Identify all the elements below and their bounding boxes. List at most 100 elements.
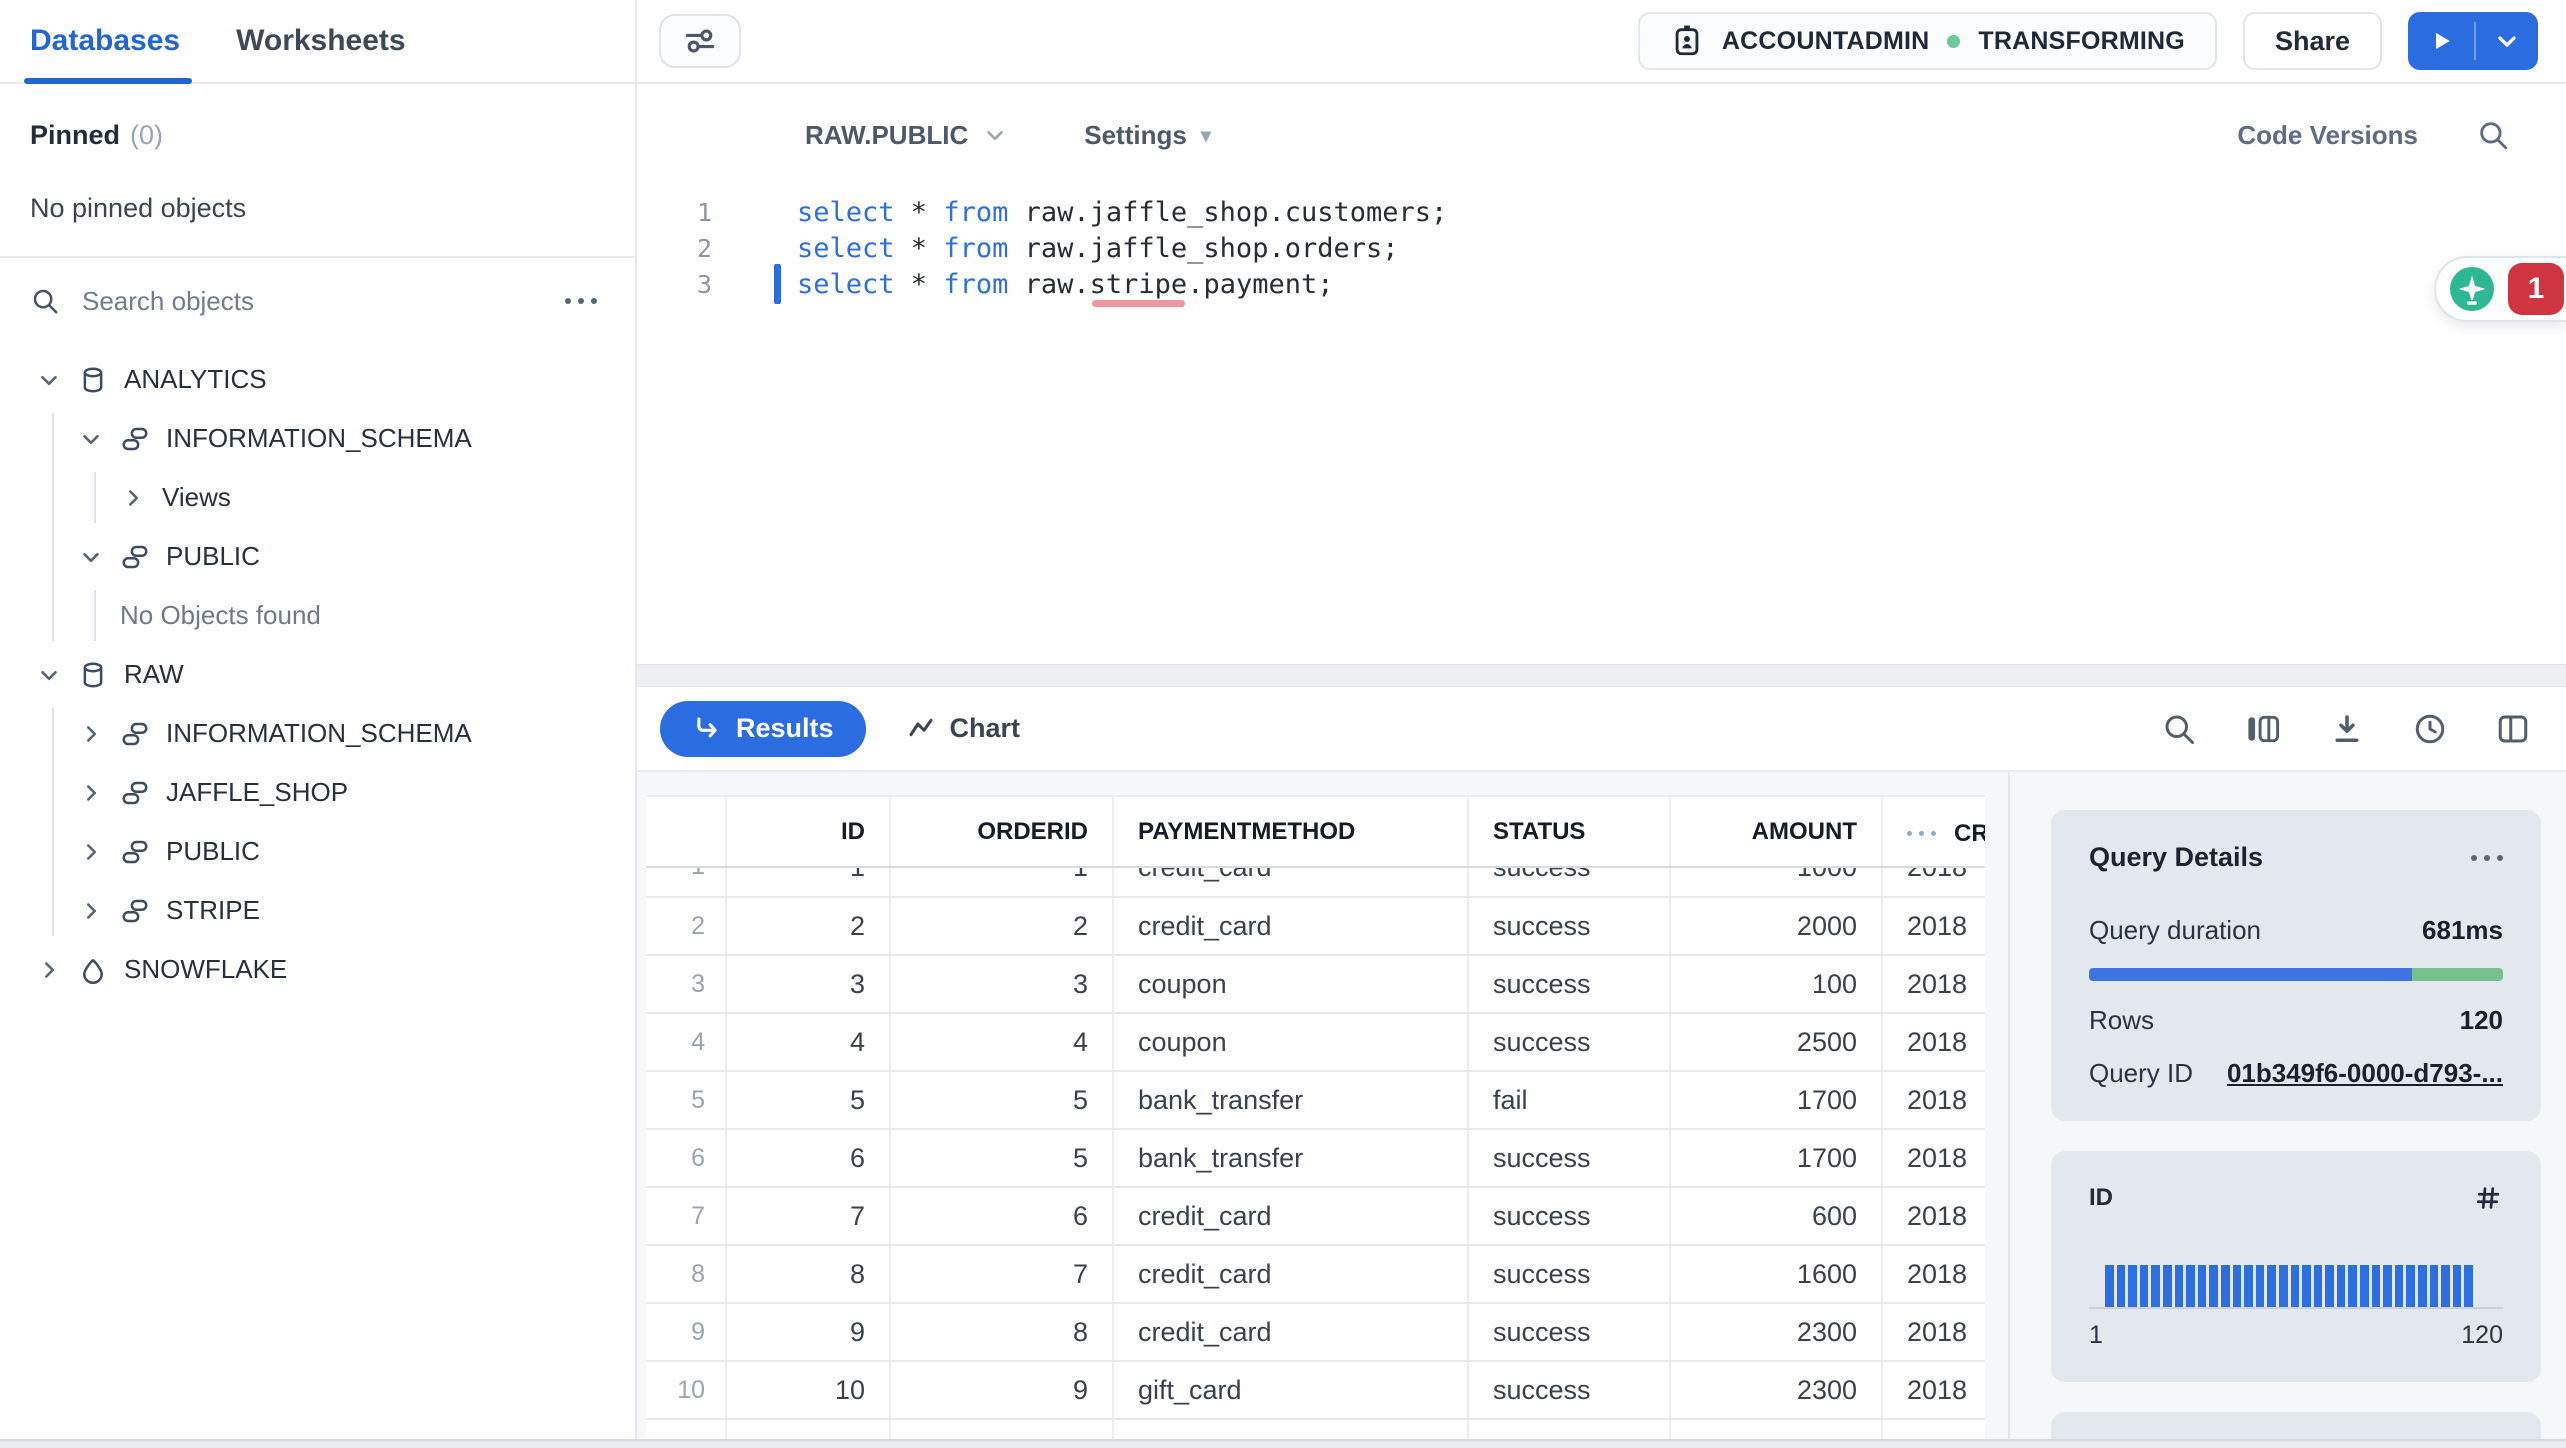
table-cell[interactable]: 2018 [1882,897,1985,956]
column-header-created[interactable]: CREATED [1882,797,1985,868]
tree-item-snowflake[interactable]: SNOWFLAKE [0,940,635,999]
table-cell[interactable]: 10 [726,1361,891,1420]
tab-worksheets[interactable]: Worksheets [236,24,406,57]
search-objects-input[interactable]: Search objects [82,285,254,316]
table-cell[interactable]: 7 [890,1245,1114,1304]
table-cell[interactable]: 8 [726,1245,891,1304]
column-header-paymentmethod[interactable]: PAYMENTMETHOD [1113,797,1469,868]
column-header-status[interactable]: STATUS [1468,797,1671,868]
row-number-cell[interactable]: 7 [646,1187,727,1246]
row-number-cell[interactable]: 3 [646,955,727,1014]
table-cell[interactable]: 600 [1670,1187,1883,1246]
table-cell[interactable]: coupon [1113,1013,1469,1072]
query-id-link[interactable]: 01b349f6-0000-d793-... [2226,1058,2503,1088]
table-cell[interactable]: credit_card [1113,1245,1469,1304]
chevron-right-icon[interactable] [78,839,104,865]
table-cell[interactable]: 9 [890,1361,1114,1420]
table-cell[interactable]: success [1468,1013,1671,1072]
table-cell[interactable]: 2018 [1882,1187,1985,1246]
tree-item-analytics[interactable]: ANALYTICS [0,350,635,409]
chevron-right-icon[interactable] [78,780,104,806]
tree-item-raw[interactable]: RAW [0,645,635,704]
table-cell[interactable]: 2 [890,897,1114,956]
table-cell[interactable]: 9 [726,1303,891,1362]
chevron-right-icon[interactable] [78,898,104,924]
table-cell[interactable]: success [1468,1303,1671,1362]
table-cell[interactable]: credit_card [1113,867,1469,898]
table-cell[interactable]: success [1468,1361,1671,1420]
table-cell[interactable]: 5 [726,1071,891,1130]
split-panel-icon[interactable] [2495,711,2531,747]
row-number-cell[interactable]: 9 [646,1303,727,1362]
database-context-dropdown[interactable]: RAW.PUBLIC [805,120,1008,151]
results-search-icon[interactable] [2161,711,2197,747]
table-cell[interactable]: success [1468,1245,1671,1304]
table-cell[interactable]: 6 [890,1187,1114,1246]
sidebar-more-menu[interactable] [565,298,597,304]
share-button[interactable]: Share [2242,12,2382,70]
table-cell[interactable]: 5 [890,1129,1114,1188]
tab-chart[interactable]: Chart [906,713,1020,744]
download-icon[interactable] [2329,711,2365,747]
code-versions-button[interactable]: Code Versions [2237,119,2418,150]
table-cell[interactable]: success [1468,955,1671,1014]
table-cell[interactable]: coupon [1113,955,1469,1014]
column-menu-icon[interactable] [1907,831,1936,837]
row-number-cell[interactable]: 4 [646,1013,727,1072]
tab-results[interactable]: Results [660,700,866,757]
table-cell[interactable]: 2300 [1670,1303,1883,1362]
chevron-down-icon[interactable] [78,426,104,452]
context-selector-button[interactable]: ACCOUNTADMIN TRANSFORMING [1637,12,2217,70]
table-cell[interactable]: 2018 [1882,1071,1985,1130]
history-clock-icon[interactable] [2412,711,2448,747]
table-cell[interactable]: success [1468,867,1671,898]
table-cell[interactable]: 2300 [1670,1361,1883,1420]
chevron-down-icon[interactable] [36,367,62,393]
column-header-orderid[interactable]: ORDERID [890,797,1114,868]
tab-databases[interactable]: Databases [23,0,193,84]
column-header-amount[interactable]: AMOUNT [1670,797,1883,868]
filters-button[interactable] [659,14,741,68]
table-cell[interactable]: 1600 [1670,1245,1883,1304]
table-cell[interactable]: credit_card [1113,897,1469,956]
sql-code-area[interactable]: 1 select * from raw.jaffle_shop.customers… [637,194,2566,304]
chevron-down-icon[interactable] [78,544,104,570]
run-options-button[interactable] [2476,12,2538,70]
chevron-down-icon[interactable] [36,662,62,688]
table-cell[interactable]: 2018 [1882,1129,1985,1188]
row-number-cell[interactable]: 8 [646,1245,727,1304]
code-line-1[interactable]: 1 select * from raw.jaffle_shop.customers… [637,194,2566,230]
column-header-id[interactable]: ID [726,797,891,868]
table-cell[interactable]: 1700 [1670,1129,1883,1188]
table-cell[interactable]: 6 [726,1129,891,1188]
table-cell[interactable]: 2018 [1882,955,1985,1014]
row-number-cell[interactable]: 1 [646,867,727,898]
chevron-right-icon[interactable] [120,485,146,511]
row-number-cell[interactable]: 5 [646,1071,727,1130]
table-cell[interactable]: 2018 [1882,1013,1985,1072]
table-cell[interactable]: credit_card [1113,1187,1469,1246]
tree-item-information_schema[interactable]: INFORMATION_SCHEMA [0,409,635,468]
table-cell[interactable]: 7 [726,1187,891,1246]
code-line-3[interactable]: 3 select * from raw.stripe.payment; [637,264,2566,304]
row-number-cell[interactable]: 10 [646,1361,727,1420]
table-cell[interactable]: success [1468,1187,1671,1246]
table-cell[interactable]: credit_card [1113,1303,1469,1362]
table-cell[interactable]: bank_transfer [1113,1071,1469,1130]
tree-item-public[interactable]: PUBLIC [0,822,635,881]
table-cell[interactable]: fail [1468,1071,1671,1130]
table-cell[interactable]: bank_transfer [1113,1129,1469,1188]
code-line-2[interactable]: 2 select * from raw.jaffle_shop.orders; [637,230,2566,266]
chevron-right-icon[interactable] [36,957,62,983]
tree-item-information_schema[interactable]: INFORMATION_SCHEMA [0,704,635,763]
table-cell[interactable]: 4 [890,1013,1114,1072]
table-cell[interactable]: 1000 [1670,867,1883,898]
tree-item-public[interactable]: PUBLIC [0,527,635,586]
tree-item-views[interactable]: Views [0,468,635,527]
chevron-right-icon[interactable] [78,721,104,747]
table-cell[interactable]: 100 [1670,955,1883,1014]
table-cell[interactable]: 2018 [1882,1303,1985,1362]
table-cell[interactable]: 4 [726,1013,891,1072]
settings-dropdown[interactable]: Settings ▾ [1084,120,1211,151]
